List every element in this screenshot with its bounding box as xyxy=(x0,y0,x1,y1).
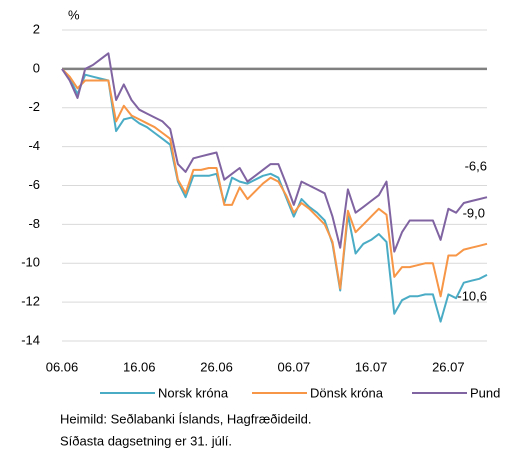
series-line xyxy=(61,68,488,323)
x-tick-label: 06.06 xyxy=(46,359,79,374)
x-tick-label: 06.07 xyxy=(278,359,311,374)
y-tick-label: -12 xyxy=(21,294,40,309)
y-tick-label: -14 xyxy=(21,332,40,347)
legend-label: Pund xyxy=(470,385,500,400)
y-tick-label: -2 xyxy=(28,99,40,114)
series-line xyxy=(61,68,488,298)
series-line xyxy=(61,52,488,253)
x-tick-label: 16.06 xyxy=(123,359,156,374)
y-tick-label: -4 xyxy=(28,138,40,153)
end-label: -10,6 xyxy=(457,288,487,303)
y-tick-label: -10 xyxy=(21,255,40,270)
y-tick-label: 2 xyxy=(33,21,40,36)
legend-label: Dönsk króna xyxy=(310,385,384,400)
end-label: -9,0 xyxy=(463,205,485,220)
x-tick-label: 16.07 xyxy=(355,359,388,374)
y-tick-label: 0 xyxy=(33,60,40,75)
date-note: Síðasta dagsetning er 31. júlí. xyxy=(60,433,232,448)
y-axis-label: % xyxy=(68,7,80,22)
end-label: -6,6 xyxy=(465,159,487,174)
source-note: Heimild: Seðlabanki Íslands, Hagfræðidei… xyxy=(60,411,311,426)
x-tick-label: 26.07 xyxy=(432,359,465,374)
y-tick-label: -8 xyxy=(28,216,40,231)
legend-label: Norsk króna xyxy=(158,385,229,400)
x-tick-label: 26.06 xyxy=(200,359,233,374)
y-tick-label: -6 xyxy=(28,177,40,192)
